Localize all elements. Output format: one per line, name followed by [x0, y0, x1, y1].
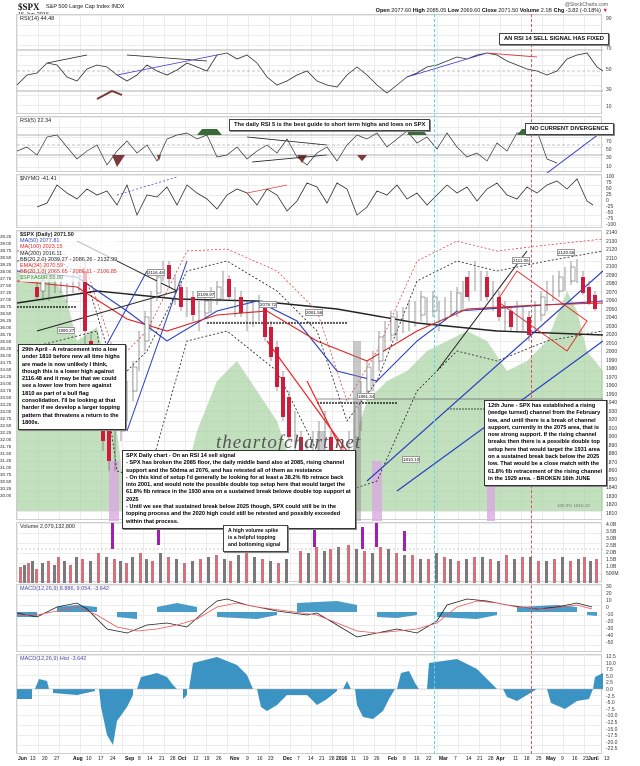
annotation-high-6: 2120.55	[557, 249, 576, 256]
macd-label: MACD(12,26,9) 8.886, 9.054, -3.642	[20, 586, 109, 592]
annotation-low-4: 1891.34	[357, 393, 376, 400]
note-29th-april: 29th April - A retracement into a low un…	[18, 344, 126, 431]
macd-hist-panel: MACD(12,26,9) Hist -3.642	[16, 654, 603, 754]
annotation-high-4: 2081.56	[305, 309, 324, 316]
macd-axis: 30 20 10 0 -10 -20 -30 -40 -50	[606, 584, 614, 646]
cyan-marker-line	[434, 14, 435, 754]
legend-ma100: MA(100) 2023.15	[20, 244, 63, 251]
annotation-low-3: 1810.10	[402, 456, 421, 463]
symbol-name: S&P 500 Large Cap Index INDX	[46, 4, 125, 10]
rsi5-callout: The daily RSI 5 is the best guide to sho…	[229, 119, 431, 131]
price-label: $SPX (Daily) 2071.50	[20, 232, 74, 238]
volume-bars	[17, 523, 603, 583]
price-left-axis: 39.25 39.00 38.75 38.50 38.25 38.00 37.75 37.50…	[0, 234, 12, 498]
annotation-high-5: 2111.05	[512, 257, 530, 264]
rsi5-panel: RSI(5) 22.34 The daily RSI 5 is the best…	[16, 116, 614, 173]
nymo-line	[36, 176, 594, 217]
rsi14-panel: RSI(14) 44.48 AN RSI 14 SELL SIGNAL HAS …	[16, 14, 609, 114]
annotation-high-2: 2109.97	[197, 291, 216, 298]
rsi14-callout: AN RSI 14 SELL SIGNAL HAS FIXED	[499, 33, 609, 45]
volume-axis: 4.0B 3.5B 3.0B 2.5B 2.0B 1.5B 1.0B 500M	[606, 522, 619, 577]
rsi5-line	[17, 127, 603, 173]
note-main-analysis: SPX Daily chart - On an RSI 14 sell sign…	[122, 450, 356, 529]
annotation-low-1: 1990.27	[57, 327, 76, 334]
legend-spxa50r: $SPXA50R 55.80	[20, 275, 64, 282]
macd-lines	[17, 598, 597, 638]
legend-ma50: MA(50) 2077.81	[20, 238, 60, 245]
volume-panel: Volume 2,079,132,800 A high volume spike…	[16, 522, 603, 583]
macd-hist-label: MACD(12,26,9) Hist -3.642	[20, 656, 87, 662]
legend-ma200: MA(200) 2016.11	[20, 250, 63, 257]
price-right-axis: 2140 2130 2120 2110 2100 2090 2080 2070 2060 2050…	[606, 230, 618, 517]
legend-bb20-2: BB(20,2.0) 2039.27 - 2086.26 - 2132.99	[20, 256, 118, 263]
rsi14-label: RSI(14) 44.48	[20, 16, 55, 22]
legend-ema34: EMA(34) 2070.59	[20, 263, 64, 270]
chart-header: $SPX S&P 500 Large Cap Index INDX 15-Jun…	[0, 0, 640, 18]
rsi14-line	[17, 49, 603, 100]
rsi5-divergence-callout: NO CURRENT DIVERGENCE	[525, 123, 614, 135]
note-12th-june: 12th June - SPX has established a rising…	[484, 400, 607, 487]
legend-bb20-1: BB(20,1.0) 2065.65 - 2086.11 - 2106.85	[20, 269, 117, 276]
annotation-high-3: 2079.72	[259, 301, 278, 308]
watermark: theartofchart.net	[216, 432, 362, 453]
price-legend: $SPX (Daily) 2071.50 MA(50) 2077.81 MA(1…	[20, 232, 118, 282]
nymo-axis: 100 75 50 25 0 -25 -50 -75 -100	[606, 174, 617, 228]
macd-hist-bars	[17, 657, 603, 745]
symbol: $SPX	[18, 2, 40, 12]
ohlc-summary: Open 2077.60 High 2085.05 Low 2069.60 Cl…	[375, 8, 608, 14]
annotation-high-1: 2116.48	[147, 269, 165, 276]
volume-label: Volume 2,079,132,800	[20, 524, 76, 530]
macd-panel: MACD(12,26,9) 8.886, 9.054, -3.642	[16, 584, 602, 652]
macd-hist-axis: 12.5 10.0 7.5 5.0 2.5 0.0 -2.5 -5.0 -7.5 -10.0 -12…	[606, 654, 618, 753]
volume-callout: A high volume spike is a helpful topping…	[223, 525, 288, 552]
x-axis: Jun 13 20 27 Aug 10 17 24 Sep 8 14 21 28 Oct 12 19 26 Nov…	[18, 756, 610, 762]
nymo-panel: $NYMO -41.41	[16, 174, 602, 228]
rsi14-axis: 90 70 50 30 10	[606, 16, 612, 110]
red-marker-line	[531, 14, 532, 754]
fib-1000: 100.0% 1810.10	[557, 503, 590, 508]
credit: @StockCharts.com	[564, 2, 608, 8]
nymo-label: $NYMO -41.41	[20, 176, 57, 182]
rsi5-label: RSI(5) 22.34	[20, 118, 52, 124]
